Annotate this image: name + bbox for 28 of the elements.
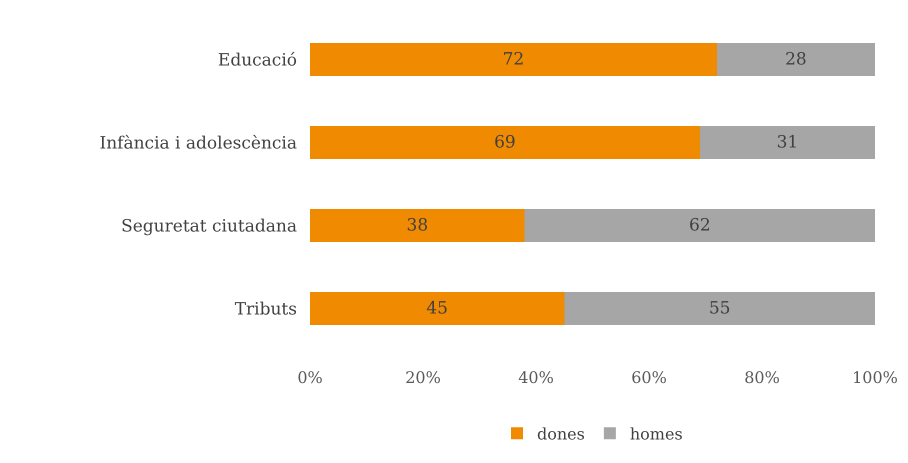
y-tick-label: Infància i adolescència xyxy=(100,133,297,154)
bar xyxy=(524,208,875,242)
data-label: 55 xyxy=(708,298,730,318)
bar xyxy=(310,292,564,326)
data-label: 38 xyxy=(406,216,428,236)
data-label: 28 xyxy=(785,50,807,70)
x-tick-label: 100% xyxy=(852,368,898,387)
bar xyxy=(716,42,875,76)
x-tick-label: 80% xyxy=(744,368,780,387)
data-label: 69 xyxy=(494,132,516,152)
x-tick-label: 40% xyxy=(518,368,554,387)
x-tick-label: 20% xyxy=(405,368,441,387)
bar xyxy=(700,126,875,160)
legend-label: homes xyxy=(630,424,683,444)
bar xyxy=(310,42,717,76)
y-tick-label: Educació xyxy=(218,50,297,70)
x-tick-label: 60% xyxy=(631,368,667,387)
legend-label: dones xyxy=(537,424,585,444)
bar xyxy=(310,208,525,242)
bar xyxy=(310,126,700,160)
data-label: 31 xyxy=(776,132,798,152)
data-label: 62 xyxy=(689,216,711,236)
data-label: 72 xyxy=(502,50,524,70)
y-tick-label: Tributs xyxy=(234,299,297,320)
x-tick-label: 0% xyxy=(297,368,323,387)
data-label: 45 xyxy=(426,298,448,318)
y-tick-label: Seguretat ciutadana xyxy=(121,216,297,236)
bar xyxy=(564,292,875,326)
